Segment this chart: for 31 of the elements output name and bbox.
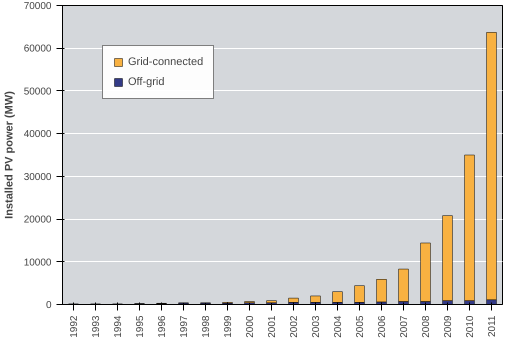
x-tick-label: 2003: [311, 315, 322, 338]
x-tick-label: 1999: [223, 315, 234, 338]
y-axis-title: Installed PV power (MW): [4, 90, 16, 219]
x-tick-label: 1996: [157, 315, 168, 338]
legend-label: Off-grid: [128, 76, 164, 88]
legend-label: Grid-connected: [128, 56, 204, 68]
x-tick-label: 2004: [333, 315, 344, 338]
x-tick-label: 2010: [465, 315, 476, 338]
x-tick-label: 2002: [289, 315, 300, 338]
x-tick-label: 1993: [91, 315, 102, 338]
x-tick-label: 1994: [113, 315, 124, 338]
x-tick-label: 1997: [179, 315, 190, 338]
x-tick-label: 2006: [377, 315, 388, 338]
y-tick-label: 70000: [24, 1, 52, 12]
x-tick-label: 1995: [135, 315, 146, 338]
y-tick-label: 30000: [24, 172, 52, 183]
y-tick-label: 20000: [24, 214, 52, 226]
y-tick-label: 40000: [24, 129, 52, 140]
x-tick-label: 2000: [245, 315, 256, 338]
x-tick-label: 1998: [201, 315, 212, 338]
x-tick-label: 2001: [267, 315, 278, 338]
x-tick-label: 1992: [69, 315, 80, 338]
y-tick-label: 50000: [24, 86, 52, 98]
x-tick-label: 2011: [487, 315, 498, 338]
y-tick-label: 0: [46, 300, 52, 311]
y-tick-label: 10000: [24, 257, 52, 268]
x-tick-label: 2007: [399, 315, 410, 338]
y-tick-label: 60000: [24, 44, 52, 55]
x-tick-label: 2009: [443, 315, 454, 338]
x-tick-label: 2008: [421, 315, 432, 338]
x-tick-label: 2005: [355, 315, 366, 338]
